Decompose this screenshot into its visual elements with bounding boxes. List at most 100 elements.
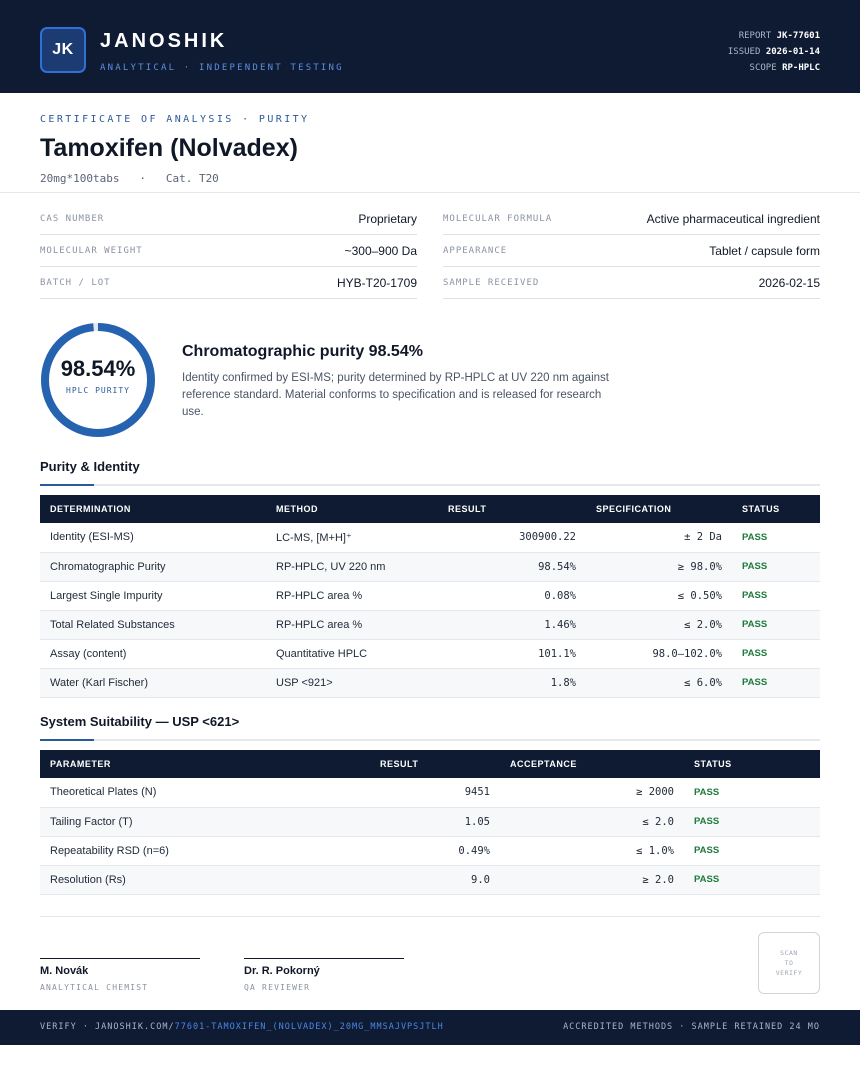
table-cell: Water (Karl Fischer) <box>40 668 266 698</box>
table-cell: LC-MS, [M+H]⁺ <box>266 523 438 553</box>
table-cell: ≥ 2.0 <box>500 865 684 895</box>
purity-ring-arc <box>41 323 155 437</box>
footer-note: ACCREDITED METHODS · SAMPLE RETAINED 24 … <box>563 1022 820 1032</box>
col-header: METHOD <box>276 504 318 514</box>
signature-chemist: M. Novák ANALYTICAL CHEMIST <box>40 958 200 992</box>
table-row: Theoretical Plates (N) 9451 ≥ 2000 PASS <box>40 778 820 808</box>
table-cell: 0.49% <box>370 836 500 866</box>
table-cell: 300900.22 <box>438 523 586 553</box>
table-cell: ≤ 6.0% <box>586 668 732 698</box>
purity-value: 98.54% <box>60 356 136 381</box>
table-cell: ≤ 0.50% <box>586 581 732 611</box>
document-type: CERTIFICATE OF ANALYSIS · PURITY <box>40 114 310 125</box>
table-row: Assay (content) Quantitative HPLC 101.1% 98… <box>40 639 820 669</box>
section-title-suitability: System Suitability — USP <621> <box>40 714 240 729</box>
col-header: SPECIFICATION <box>596 504 672 514</box>
status-badge: PASS <box>732 523 820 553</box>
purity-table: DETERMINATION METHOD RESULT SPECIFICATIO… <box>40 495 820 698</box>
table-cell: 98.54% <box>438 552 586 582</box>
table-cell: Resolution (Rs) <box>40 865 370 895</box>
table-cell: 9.0 <box>370 865 500 895</box>
table-cell: RP-HPLC, UV 220 nm <box>266 552 438 582</box>
table-cell: ≥ 2000 <box>500 778 684 808</box>
meta-report: REPORT JK-77601 <box>738 31 820 41</box>
report-header: JK JANOSHIK ANALYTICAL · INDEPENDENT TES… <box>0 0 860 93</box>
meta-issued: ISSUED 2026-01-14 <box>727 47 820 57</box>
info-row-received: SAMPLE RECEIVED 2026-02-15 <box>443 267 820 299</box>
table-cell: Total Related Substances <box>40 610 266 640</box>
table-row: Repeatability RSD (n=6) 0.49% ≤ 1.0% PASS <box>40 836 820 866</box>
page-title: Tamoxifen (Nolvadex) <box>40 134 298 162</box>
qr-code-placeholder[interactable]: SCAN TO VERIFY <box>758 932 820 994</box>
info-column-right: MOLECULAR FORMULA Active pharmaceutical … <box>443 203 820 299</box>
info-column-left: CAS NUMBER Proprietary MOLECULAR WEIGHT … <box>40 203 417 299</box>
brand-name: JANOSHIK <box>100 30 228 52</box>
table-cell: ≤ 2.0 <box>500 807 684 837</box>
table-row: Tailing Factor (T) 1.05 ≤ 2.0 PASS <box>40 807 820 837</box>
table-row: Resolution (Rs) 9.0 ≥ 2.0 PASS <box>40 865 820 895</box>
status-badge: PASS <box>732 668 820 698</box>
info-row-mw: MOLECULAR WEIGHT ~300–900 Da <box>40 235 417 267</box>
col-header: STATUS <box>694 759 732 769</box>
table-cell: Tailing Factor (T) <box>40 807 370 837</box>
report-meta: REPORT JK-77601 ISSUED 2026-01-14 SCOPE … <box>728 28 820 76</box>
table-cell: Largest Single Impurity <box>40 581 266 611</box>
section-rule <box>40 739 820 741</box>
brand-tagline: ANALYTICAL · INDEPENDENT TESTING <box>100 63 344 73</box>
info-row-cas: CAS NUMBER Proprietary <box>40 203 417 235</box>
table-cell: RP-HPLC area % <box>266 610 438 640</box>
table-cell: 1.46% <box>438 610 586 640</box>
table-row: Total Related Substances RP-HPLC area % 1.… <box>40 610 820 640</box>
col-header: DETERMINATION <box>50 504 131 514</box>
table-cell: 98.0–102.0% <box>586 639 732 669</box>
table-cell: ± 2 Da <box>586 523 732 553</box>
col-header: PARAMETER <box>50 759 111 769</box>
report-footer: VERIFY · JANOSHIK.COM/77601-TAMOXIFEN_(N… <box>0 1010 860 1045</box>
table-cell: Chromatographic Purity <box>40 552 266 582</box>
status-badge: PASS <box>684 865 820 895</box>
logo: JK <box>40 27 86 73</box>
status-badge: PASS <box>732 610 820 640</box>
purity-label: HPLC PURITY <box>66 386 130 395</box>
status-badge: PASS <box>684 836 820 866</box>
table-cell: Identity (ESI-MS) <box>40 523 266 553</box>
table-cell: Theoretical Plates (N) <box>40 778 370 808</box>
suitability-table: PARAMETER RESULT ACCEPTANCE STATUS Theor… <box>40 750 820 895</box>
table-cell: 1.05 <box>370 807 500 837</box>
table-cell: Quantitative HPLC <box>266 639 438 669</box>
table-cell: Assay (content) <box>40 639 266 669</box>
table-cell: ≤ 1.0% <box>500 836 684 866</box>
status-badge: PASS <box>684 778 820 808</box>
status-badge: PASS <box>732 639 820 669</box>
col-header: STATUS <box>742 504 780 514</box>
col-header: RESULT <box>448 504 487 514</box>
status-badge: PASS <box>732 552 820 582</box>
table-row: Chromatographic Purity RP-HPLC, UV 220 nm… <box>40 552 820 582</box>
status-badge: PASS <box>732 581 820 611</box>
table-cell: ≥ 98.0% <box>586 552 732 582</box>
divider <box>40 916 820 917</box>
table-cell: Repeatability RSD (n=6) <box>40 836 370 866</box>
table-cell: ≤ 2.0% <box>586 610 732 640</box>
purity-summary-text: Identity confirmed by ESI-MS; purity det… <box>182 372 609 418</box>
divider <box>0 192 860 193</box>
verify-text: VERIFY · JANOSHIK.COM/77601-TAMOXIFEN_(N… <box>40 1022 444 1032</box>
table-cell: 0.08% <box>438 581 586 611</box>
signature-reviewer: Dr. R. Pokorný QA REVIEWER <box>244 958 404 992</box>
info-row-appearance: APPEARANCE Tablet / capsule form <box>443 235 820 267</box>
table-row: Largest Single Impurity RP-HPLC area % 0.0… <box>40 581 820 611</box>
table-header-row: PARAMETER RESULT ACCEPTANCE STATUS <box>40 750 820 778</box>
meta-scope: SCOPE RP-HPLC <box>749 63 820 73</box>
table-cell: 101.1% <box>438 639 586 669</box>
status-badge: PASS <box>684 807 820 837</box>
purity-ring <box>41 323 155 437</box>
table-row: Identity (ESI-MS) LC-MS, [M+H]⁺ 300900.22 ±… <box>40 523 820 553</box>
col-header: ACCEPTANCE <box>510 759 577 769</box>
section-title-purity: Purity & Identity <box>40 459 140 474</box>
table-cell: 1.8% <box>438 668 586 698</box>
purity-summary-title: Chromatographic purity 98.54% <box>182 343 423 360</box>
section-rule <box>40 484 820 486</box>
table-row: Water (Karl Fischer) USP <921> 1.8% ≤ 6.0% P… <box>40 668 820 698</box>
table-header-row: DETERMINATION METHOD RESULT SPECIFICATIO… <box>40 495 820 523</box>
verify-link[interactable]: 77601-TAMOXIFEN_(NOLVADEX)_20MG_MMSAJVPS… <box>174 1022 444 1032</box>
